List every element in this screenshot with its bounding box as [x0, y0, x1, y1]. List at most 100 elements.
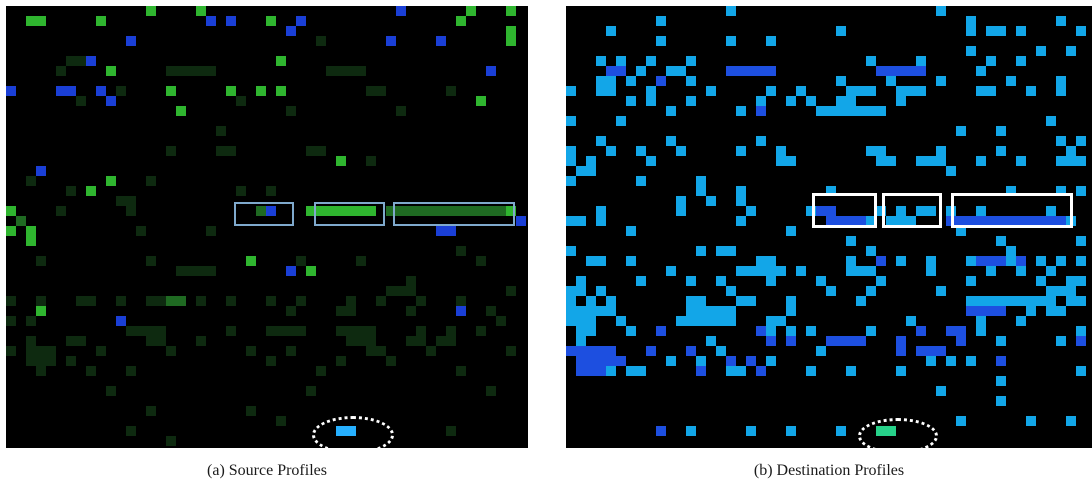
heatmap-cell: [876, 66, 926, 76]
heatmap-cell: [946, 166, 956, 176]
heatmap-cell: [136, 226, 146, 236]
heatmap-cell: [146, 406, 156, 416]
heatmap-cell: [916, 56, 926, 66]
heatmap-cell: [786, 226, 796, 236]
heatmap-cell: [276, 56, 286, 66]
heatmap-cell: [876, 206, 886, 216]
heatmap-cell: [496, 316, 506, 326]
heatmap-cell: [36, 166, 46, 176]
heatmap-cell: [736, 216, 746, 226]
heatmap-cell: [756, 136, 766, 146]
heatmap-cell: [916, 206, 936, 216]
heatmap-cell: [276, 416, 286, 426]
heatmap-cell: [1006, 246, 1016, 256]
heatmap-cell: [876, 276, 886, 286]
heatmap-cell: [726, 36, 736, 46]
highlight-ellipse: [312, 416, 394, 448]
heatmap-cell: [446, 426, 456, 436]
heatmap-cell: [696, 176, 706, 186]
heatmap-cell: [786, 426, 796, 436]
heatmap-cell: [266, 296, 276, 306]
heatmap-cell: [606, 366, 616, 376]
heatmap-cell: [236, 186, 246, 196]
heatmap-cell: [626, 326, 636, 336]
heatmap-cell: [1056, 136, 1066, 146]
heatmap-cell: [806, 96, 816, 106]
heatmap-cell: [456, 16, 466, 26]
heatmap-cell: [1026, 86, 1036, 96]
heatmap-cell: [736, 266, 786, 276]
heatmap-cell: [586, 256, 606, 266]
heatmap-cell: [486, 306, 496, 316]
heatmap-cell: [636, 146, 646, 156]
heatmap-cell: [716, 276, 726, 286]
heatmap-cell: [726, 66, 776, 76]
heatmap-cell: [1076, 276, 1086, 286]
heatmap-cell: [976, 156, 986, 166]
heatmap-cell: [36, 296, 46, 306]
heatmap-cell: [626, 76, 636, 86]
heatmap-cell: [816, 276, 826, 286]
heatmap-cell: [936, 76, 946, 86]
heatmap-cell: [336, 156, 346, 166]
heatmap-cell: [896, 206, 906, 216]
heatmap-cell: [576, 166, 596, 176]
heatmap-cell: [246, 256, 256, 266]
heatmap-cell: [846, 256, 856, 266]
heatmap-cell: [476, 326, 486, 336]
heatmap-cell: [866, 246, 876, 256]
heatmap-cell: [686, 276, 696, 286]
heatmap-cell: [1056, 76, 1066, 86]
heatmap-cell: [566, 116, 576, 126]
heatmap-cell: [966, 16, 976, 36]
heatmap-cell: [936, 146, 946, 166]
heatmap-cell: [586, 296, 596, 306]
heatmap-cell: [296, 256, 306, 266]
heatmap-cell: [786, 296, 796, 306]
heatmap-cell: [306, 206, 376, 216]
heatmap-cell: [856, 296, 866, 306]
heatmap-cell: [686, 96, 696, 106]
heatmap-cell: [846, 86, 876, 96]
heatmap-cell: [866, 56, 876, 66]
heatmap-cell: [576, 326, 596, 336]
heatmap-cell: [26, 336, 36, 346]
heatmap-cell: [826, 336, 866, 346]
heatmap-cell: [646, 56, 656, 66]
heatmap-cell: [786, 96, 796, 106]
heatmap-cell: [456, 306, 466, 316]
heatmap-cell: [776, 156, 786, 166]
heatmap-cell: [736, 106, 746, 116]
heatmap-cell: [786, 326, 796, 336]
heatmap-cell: [36, 306, 46, 316]
heatmap-cell: [296, 296, 306, 306]
heatmap-cell: [686, 306, 726, 316]
heatmap-cell: [696, 356, 706, 366]
heatmap-cell: [966, 46, 976, 56]
heatmap-cell: [566, 156, 576, 166]
heatmap-cell: [36, 256, 46, 266]
heatmap-cell: [16, 216, 26, 226]
heatmap-cell: [656, 426, 666, 436]
heatmap-cell: [286, 266, 296, 276]
heatmap-cell: [176, 266, 216, 276]
heatmap-cell: [1046, 116, 1056, 126]
heatmap-cell: [206, 16, 216, 26]
heatmap-cell: [746, 206, 756, 216]
heatmap-cell: [956, 226, 966, 236]
heatmap-cell: [766, 276, 776, 286]
heatmap-cell: [686, 346, 696, 356]
heatmap-cell: [916, 326, 926, 336]
heatmap-cell: [26, 356, 56, 366]
heatmap-cell: [696, 366, 706, 376]
heatmap-cell: [686, 56, 696, 66]
heatmap-cell: [656, 326, 666, 336]
heatmap-cell: [656, 36, 666, 46]
heatmap-cell: [106, 96, 116, 106]
heatmap-cell: [736, 196, 746, 206]
heatmap-cell: [1016, 316, 1026, 326]
heatmap-cell: [26, 16, 36, 26]
highlight-ellipse: [858, 418, 938, 448]
heatmap-cell: [616, 56, 626, 66]
heatmap-cell: [26, 346, 56, 356]
